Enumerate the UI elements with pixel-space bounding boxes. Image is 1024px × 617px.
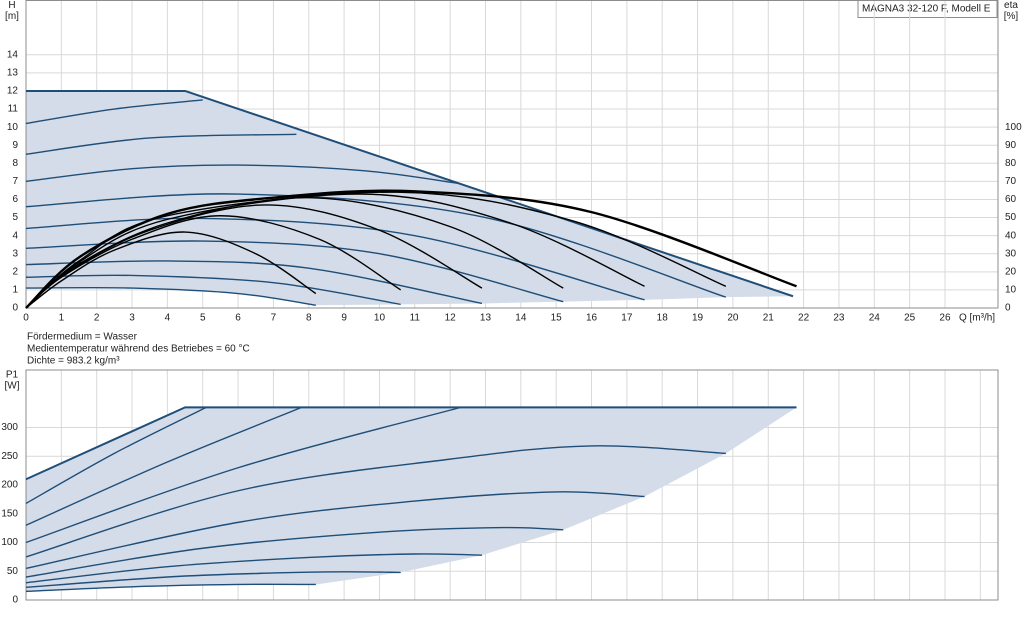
- curve: [25, 571, 401, 589]
- y-tick-label: 10: [7, 122, 19, 133]
- x-tick-label: 18: [657, 313, 669, 324]
- y2-tick-label: 70: [1005, 176, 1017, 187]
- y-tick-label: 14: [7, 49, 19, 60]
- x-tick-label: 4: [165, 313, 171, 324]
- x-tick-label: 15: [551, 313, 563, 324]
- y2-tick-label: 10: [1005, 285, 1017, 296]
- y2-tick-label: 30: [1005, 248, 1017, 259]
- curve: [25, 406, 797, 481]
- curve: [25, 191, 727, 309]
- x-tick-label: 10: [374, 313, 386, 324]
- y-tick-label: 13: [7, 67, 19, 78]
- x-tick-label: 19: [692, 313, 704, 324]
- curve: [25, 204, 483, 309]
- note: Fördermedium = Wasser: [27, 332, 138, 343]
- y-tick-label: 200: [1, 480, 18, 491]
- operating-region: [26, 407, 797, 592]
- legend-text: MAGNA3 32-120 F, Modell E: [862, 4, 991, 15]
- curve: [25, 583, 316, 593]
- plot-frame: [25, 369, 999, 601]
- note: Medientemperatur während des Betriebes =…: [27, 344, 250, 355]
- y2-axis-unit: [%]: [1004, 11, 1019, 22]
- curve: [26, 89, 794, 298]
- y2-tick-label: 50: [1005, 212, 1017, 223]
- y-axis-unit: [m]: [5, 11, 19, 22]
- x-tick-label: 11: [410, 313, 421, 324]
- x-axis-label: Q [m³/h]: [959, 313, 995, 324]
- y-tick-label: 11: [8, 104, 19, 115]
- x-tick-label: 12: [445, 313, 457, 324]
- y2-axis-label: eta: [1004, 0, 1018, 11]
- y-tick-label: 4: [12, 230, 18, 241]
- y2-tick-label: 40: [1005, 230, 1017, 241]
- x-tick-label: 23: [833, 313, 845, 324]
- x-tick-label: 14: [515, 313, 527, 324]
- x-tick-label: 8: [306, 313, 312, 324]
- y2-tick-label: 0: [1005, 303, 1011, 314]
- curve: [25, 406, 207, 505]
- y-tick-label: 50: [7, 566, 19, 577]
- x-tick-label: 3: [129, 313, 135, 324]
- y-tick-label: 9: [12, 140, 18, 151]
- curve: [25, 133, 297, 155]
- curve: [25, 217, 645, 301]
- y-tick-label: 1: [12, 285, 18, 296]
- x-tick-label: 5: [200, 313, 206, 324]
- curve: [25, 526, 564, 578]
- x-tick-label: 24: [869, 313, 881, 324]
- y2-tick-label: 100: [1005, 122, 1022, 133]
- y-axis-unit: [W]: [5, 381, 20, 392]
- curve: [25, 189, 797, 309]
- curve: [25, 274, 401, 306]
- curve: [25, 406, 302, 526]
- y-tick-label: 2: [12, 266, 18, 277]
- y-tick-label: 12: [7, 86, 19, 97]
- x-tick-label: 7: [271, 313, 277, 324]
- y2-tick-label: 90: [1005, 140, 1017, 151]
- x-tick-label: 26: [939, 313, 951, 324]
- y-tick-label: 6: [12, 194, 18, 205]
- y-tick-label: 3: [12, 248, 18, 259]
- y-tick-label: 150: [1, 508, 18, 519]
- y-tick-label: 0: [12, 303, 18, 314]
- x-tick-label: 6: [235, 313, 241, 324]
- y-tick-label: 250: [1, 451, 18, 462]
- x-tick-label: 0: [23, 313, 29, 324]
- curve: [25, 193, 727, 298]
- y-tick-label: 5: [12, 212, 18, 223]
- y2-tick-label: 80: [1005, 158, 1017, 169]
- y-tick-label: 100: [1, 537, 18, 548]
- y-axis-label: P1: [6, 370, 19, 381]
- x-tick-label: 13: [480, 313, 492, 324]
- y2-tick-label: 20: [1005, 266, 1017, 277]
- y-tick-label: 8: [12, 158, 18, 169]
- x-tick-label: 9: [341, 313, 347, 324]
- x-tick-label: 1: [59, 313, 65, 324]
- curve: [25, 491, 645, 570]
- curve: [25, 445, 726, 558]
- curve: [25, 553, 482, 584]
- curve: [25, 287, 316, 306]
- x-tick-label: 20: [727, 313, 739, 324]
- y-tick-label: 7: [12, 176, 18, 187]
- y-tick-label: 0: [12, 595, 18, 606]
- curve: [25, 164, 458, 184]
- y-axis-label: H: [8, 0, 15, 11]
- curve: [25, 231, 317, 309]
- x-tick-label: 2: [94, 313, 100, 324]
- note: Dichte = 983.2 kg/m³: [27, 356, 120, 367]
- curve: [25, 99, 203, 125]
- curve: [25, 260, 483, 305]
- x-tick-label: 22: [798, 313, 810, 324]
- y-tick-label: 300: [1, 422, 18, 433]
- x-tick-label: 17: [621, 313, 633, 324]
- curve: [25, 406, 461, 544]
- x-tick-label: 25: [904, 313, 916, 324]
- y2-tick-label: 60: [1005, 194, 1017, 205]
- x-tick-label: 16: [586, 313, 598, 324]
- x-tick-label: 21: [763, 313, 775, 324]
